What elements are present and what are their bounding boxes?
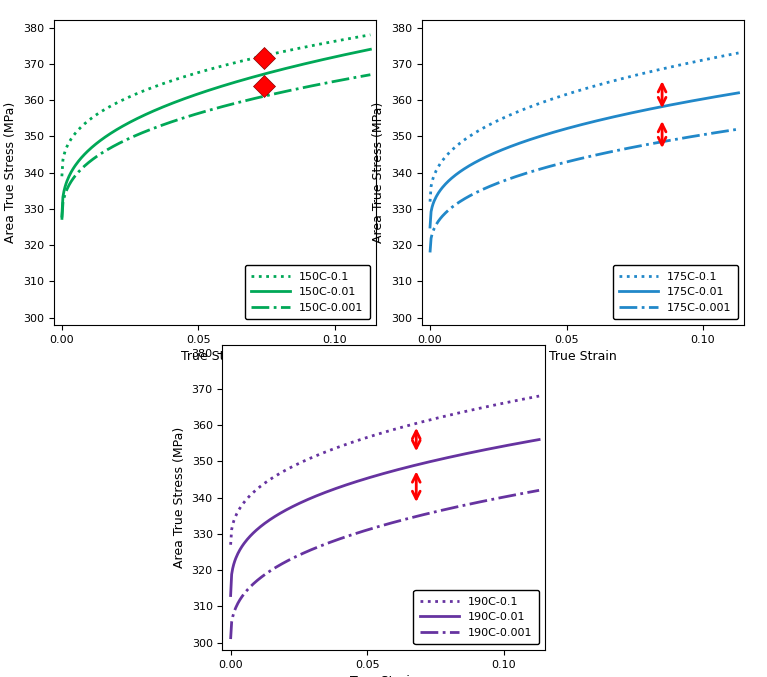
X-axis label: True Strain: True Strain (549, 350, 617, 364)
X-axis label: True Strain: True Strain (181, 350, 249, 364)
Y-axis label: Area True Stress (MPa): Area True Stress (MPa) (373, 102, 386, 243)
X-axis label: True Strain: True Strain (350, 675, 417, 677)
Y-axis label: Area True Stress (MPa): Area True Stress (MPa) (173, 427, 186, 568)
Legend: 190C-0.1, 190C-0.01, 190C-0.001: 190C-0.1, 190C-0.01, 190C-0.001 (413, 590, 539, 645)
Y-axis label: Area True Stress (MPa): Area True Stress (MPa) (5, 102, 18, 243)
Legend: 150C-0.1, 150C-0.01, 150C-0.001: 150C-0.1, 150C-0.01, 150C-0.001 (245, 265, 370, 320)
Legend: 175C-0.1, 175C-0.01, 175C-0.001: 175C-0.1, 175C-0.01, 175C-0.001 (613, 265, 739, 320)
